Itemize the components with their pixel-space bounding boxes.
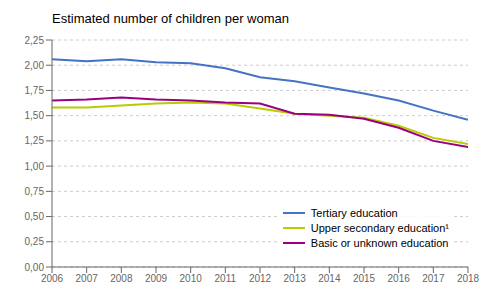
svg-text:2014: 2014	[318, 273, 341, 284]
svg-text:1,25: 1,25	[25, 135, 45, 146]
svg-text:0,50: 0,50	[25, 211, 45, 222]
svg-text:2012: 2012	[249, 273, 272, 284]
svg-text:1,75: 1,75	[25, 85, 45, 96]
svg-text:2015: 2015	[353, 273, 376, 284]
svg-text:2009: 2009	[145, 273, 168, 284]
svg-text:0,75: 0,75	[25, 186, 45, 197]
html-text:Estimated number of children p: Estimated number of children per woman	[52, 11, 289, 26]
svg-text:1,00: 1,00	[25, 161, 45, 172]
svg-text:2007: 2007	[76, 273, 99, 284]
svg-text:2008: 2008	[110, 273, 133, 284]
svg-text:2,25: 2,25	[25, 35, 45, 46]
svg-text:2018: 2018	[457, 273, 480, 284]
svg-text:2010: 2010	[180, 273, 203, 284]
svg-text:0,25: 0,25	[25, 236, 45, 247]
html-text:Tertiary education: Tertiary education	[310, 206, 398, 219]
svg-text:2006: 2006	[41, 273, 64, 284]
html-text:Upper secondary education¹: Upper secondary education¹	[310, 221, 449, 234]
svg-text:2016: 2016	[388, 273, 411, 284]
html-text:Basic or unknown education: Basic or unknown education	[310, 236, 449, 249]
svg-text:2017: 2017	[422, 273, 445, 284]
svg-text:1,50: 1,50	[25, 110, 45, 121]
svg-text:2011: 2011	[215, 273, 237, 284]
svg-text:0,00: 0,00	[25, 262, 45, 273]
svg-text:2,00: 2,00	[25, 60, 45, 71]
svg-text:2013: 2013	[284, 273, 307, 284]
